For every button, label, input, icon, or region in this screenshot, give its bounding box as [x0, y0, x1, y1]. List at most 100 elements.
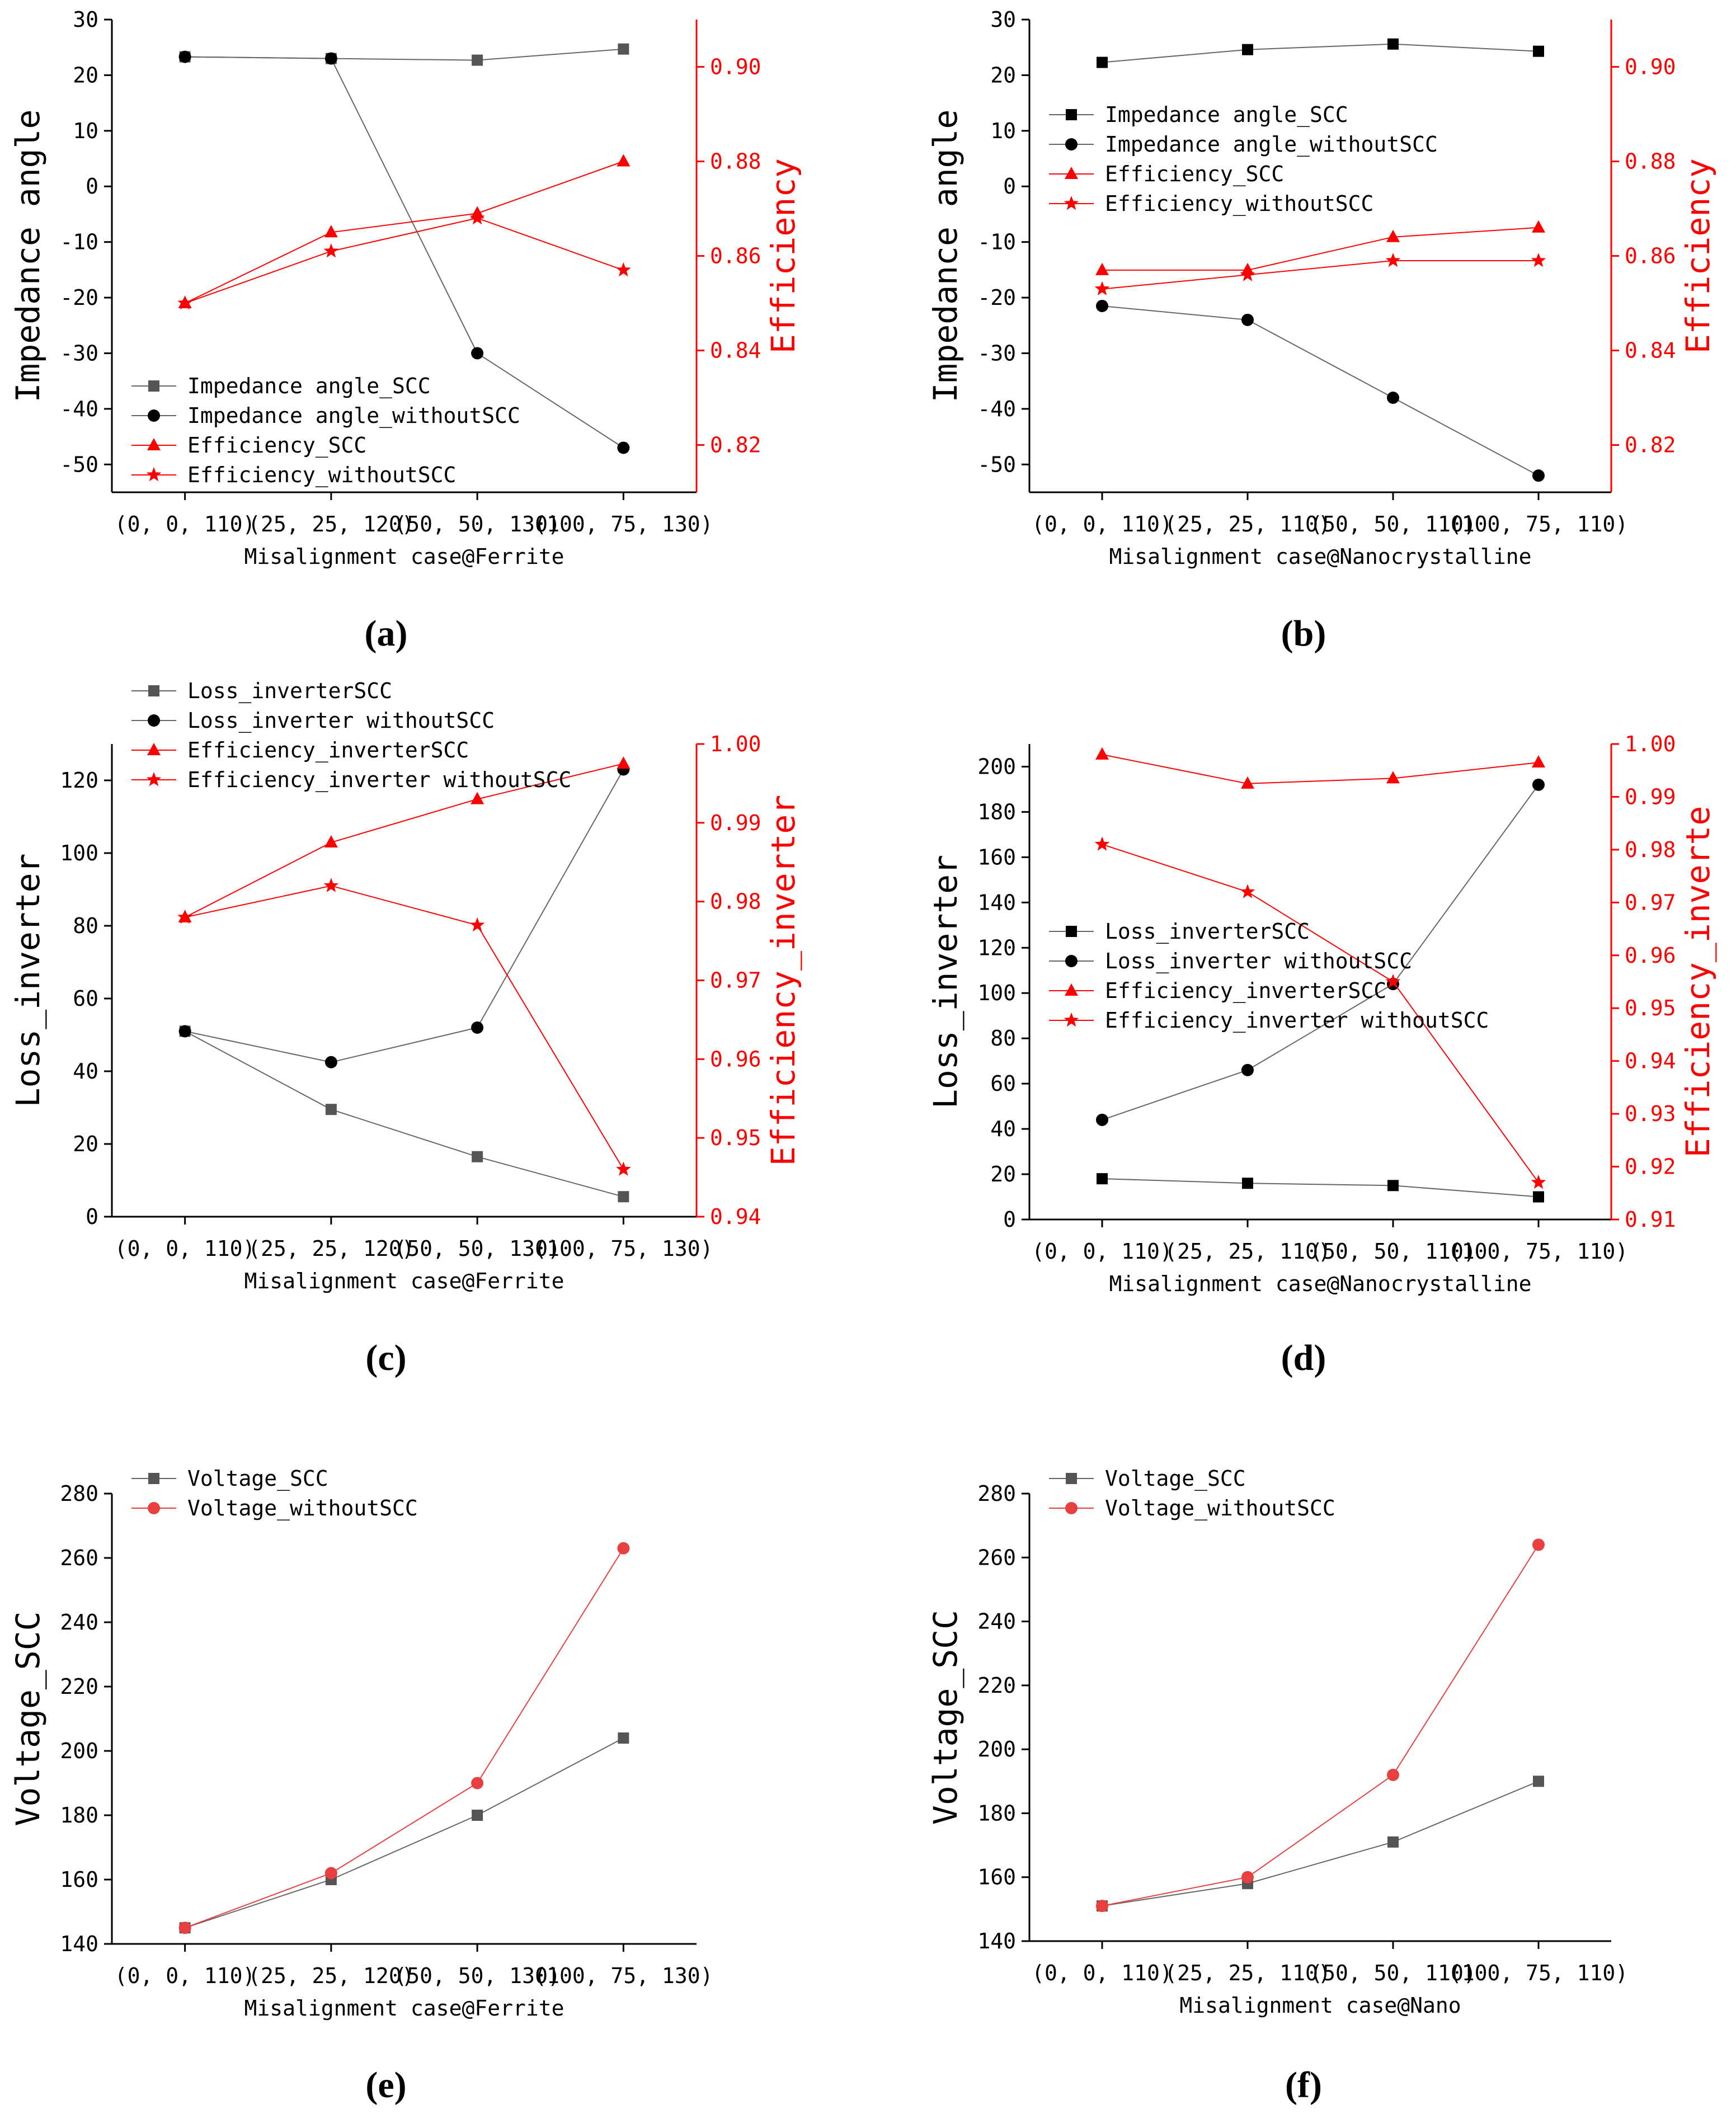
chart-f: 140 160 180 200 220 240 260 280 (0, 0, 110)(25, … [926, 1466, 1628, 2018]
x-axis-label: Misalignment case@Nano [1179, 1993, 1461, 2018]
legend-marker [147, 743, 161, 755]
data-point [1387, 1180, 1399, 1192]
data-point [471, 347, 484, 360]
y2-tick-label: 0.98 [1625, 837, 1676, 862]
y-tick-label: 0 [86, 1204, 98, 1229]
series-line-0 [185, 1030, 624, 1198]
y-tick-label: 0 [1003, 174, 1016, 199]
data-point [617, 756, 631, 769]
y-tick-label: 180 [977, 1801, 1016, 1825]
data-point [1387, 1768, 1399, 1781]
y2-tick-label: 0.93 [1625, 1101, 1676, 1126]
y-tick-label: 160 [60, 1867, 98, 1892]
x-tick-label: (0, 0, 110) [1032, 512, 1173, 536]
legend-label: Voltage_withoutSCC [187, 1496, 418, 1521]
data-point [324, 835, 338, 848]
x-tick-label: (100, 75, 110) [1449, 1961, 1628, 1985]
y-tick-label: 60 [990, 1071, 1016, 1096]
y2-tick-label: 0.94 [1625, 1049, 1676, 1073]
series-line-0 [185, 1737, 624, 1929]
data-point [1531, 1174, 1546, 1189]
data-point [1531, 253, 1546, 267]
legend-marker [1066, 109, 1077, 120]
y-tick-label: 160 [977, 1865, 1016, 1890]
y2-tick-label: 0.97 [710, 968, 761, 993]
series-line-1 [185, 56, 624, 449]
legend-label: Efficiency_withoutSCC [187, 463, 456, 488]
data-point [1387, 392, 1399, 404]
series-line-2 [1102, 754, 1539, 784]
chart-e: 140 160 180 200 220 240 260 280 (0, 0, 110)(25, … [9, 1466, 713, 2021]
series-line-0 [1102, 43, 1539, 63]
y2-tick-label: 0.84 [1625, 338, 1676, 363]
y2-tick-label: 0.90 [1625, 55, 1676, 79]
y-tick-label: 200 [60, 1739, 98, 1763]
data-point [1240, 884, 1255, 898]
data-point [618, 43, 629, 55]
data-point [618, 1191, 629, 1203]
y2-tick-label: 0.95 [1625, 996, 1676, 1020]
legend-label: Impedance angle_SCC [1105, 102, 1348, 128]
chart-b: -50 -40 -30 -20 -10 0 10 20 30 0.82 0.84 0.86 0.88 0.… [926, 7, 1717, 569]
x-axis-label: Misalignment case@Ferrite [244, 544, 564, 569]
y2-axis-label: Efficiency_inverte [1679, 806, 1717, 1158]
y2-tick-label: 0.86 [710, 244, 761, 269]
y-tick-label: 140 [60, 1932, 98, 1956]
legend-marker [1065, 983, 1078, 996]
series-line-1 [185, 769, 624, 1063]
data-point [324, 225, 338, 238]
data-point [324, 1056, 337, 1068]
legend-marker [1065, 1502, 1078, 1514]
x-tick-label: (100, 75, 130) [534, 1236, 713, 1261]
y-tick-label: 280 [977, 1481, 1016, 1506]
y-tick-label: 20 [73, 1132, 98, 1156]
data-point [1387, 1836, 1399, 1848]
x-tick-label: (100, 75, 130) [534, 512, 713, 536]
y2-tick-label: 0.98 [710, 889, 761, 914]
x-tick-label: (0, 0, 110) [1032, 1239, 1173, 1264]
chart-c: 0 20 40 60 80 100 120 0.94 0.95 0.96 0.97 0.98 0.99 1… [9, 679, 802, 1293]
y2-tick-label: 0.94 [710, 1204, 761, 1229]
data-point [1241, 313, 1254, 326]
y-tick-label: 20 [990, 63, 1016, 87]
y2-axis-label: Efficiency [764, 158, 802, 354]
series-line-3 [1102, 844, 1539, 1183]
y-tick-label: 240 [60, 1610, 98, 1635]
x-tick-label: (0, 0, 110) [1032, 1961, 1173, 1985]
x-tick-label: (50, 50, 110) [1310, 1239, 1476, 1264]
series-line-1 [1102, 305, 1539, 477]
data-point [1095, 747, 1109, 760]
data-point [1094, 281, 1110, 295]
y-tick-label: 60 [73, 986, 98, 1011]
y2-tick-label: 0.82 [1625, 433, 1676, 458]
data-point [469, 917, 485, 932]
x-tick-label: (100, 75, 110) [1449, 512, 1628, 536]
legend-label: Voltage_SCC [1105, 1466, 1246, 1491]
series-line-1 [185, 1548, 624, 1929]
y-tick-label: -50 [60, 452, 98, 477]
y-tick-label: 220 [977, 1673, 1016, 1698]
y-axis-label: Loss_inverter [9, 854, 47, 1108]
series-line-3 [185, 217, 624, 304]
legend-label: Efficiency_SCC [1105, 162, 1284, 187]
data-point [471, 1021, 484, 1034]
data-point [1532, 1538, 1545, 1551]
y2-tick-label: 0.91 [1625, 1207, 1676, 1232]
y-tick-label: 20 [73, 63, 98, 87]
y-tick-label: 30 [73, 7, 98, 32]
chart-a: -50 -40 -30 -20 -10 0 10 20 30 0.82 0.84 0.86 0.88 0.… [9, 7, 802, 569]
legend-label: Voltage_withoutSCC [1105, 1496, 1335, 1521]
x-tick-label: (50, 50, 130) [394, 1236, 560, 1261]
x-tick-label: (50, 50, 130) [394, 1963, 560, 1988]
y2-tick-label: 0.96 [1625, 943, 1676, 968]
data-point [1385, 974, 1401, 988]
y-tick-label: -30 [977, 341, 1016, 365]
legend-marker [148, 1502, 160, 1514]
y-axis-label: Loss_inverter [926, 855, 965, 1109]
legend-label: Impedance angle_SCC [187, 374, 431, 399]
data-point [1240, 267, 1255, 281]
series-line-2 [1102, 227, 1539, 271]
y-tick-label: 100 [60, 841, 98, 865]
panel-label-b: (b) [1281, 613, 1326, 654]
